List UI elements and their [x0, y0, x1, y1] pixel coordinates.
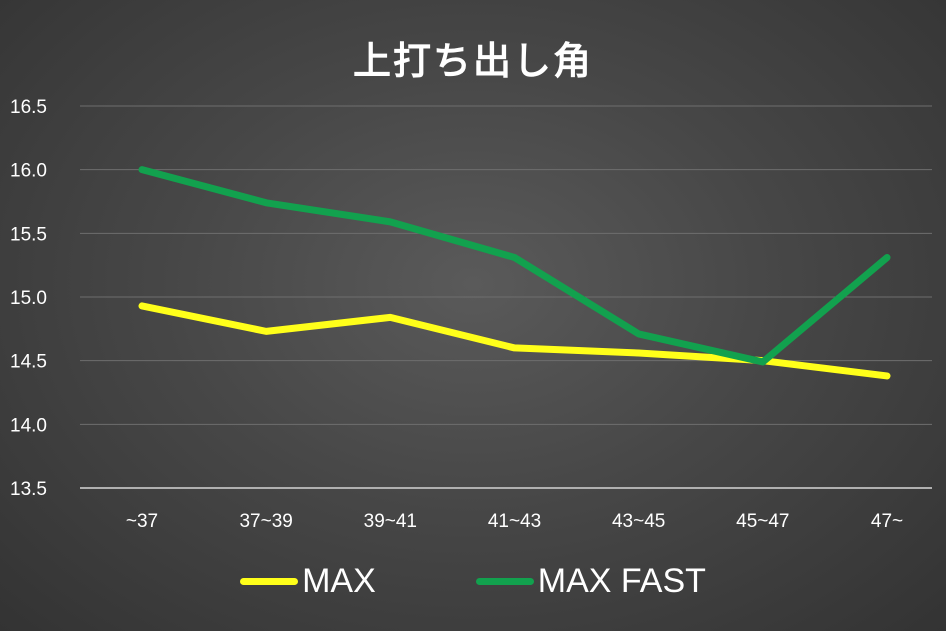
- legend: MAX MAX FAST: [0, 562, 946, 601]
- legend-label-max: MAX: [302, 562, 376, 600]
- y-tick-label: 16.5: [10, 97, 47, 118]
- y-tick-label: 14.0: [10, 415, 47, 436]
- series-line-max-fast: [138, 166, 891, 366]
- y-tick-label: 15.0: [10, 288, 47, 309]
- x-tick-label: ~37: [126, 511, 158, 532]
- x-tick-label: 47~: [871, 511, 903, 532]
- legend-item-max-fast: MAX FAST: [475, 562, 706, 601]
- x-tick-label: 41~43: [488, 511, 541, 532]
- legend-label-max-fast: MAX FAST: [537, 562, 706, 600]
- legend-swatch-max-fast: [475, 578, 534, 585]
- legend-swatch-max: [240, 578, 299, 585]
- x-tick-label: 45~47: [736, 511, 789, 532]
- y-tick-label: 13.5: [10, 479, 47, 500]
- y-tick-label: 16.0: [10, 161, 47, 182]
- legend-item-max: MAX: [240, 562, 376, 601]
- x-tick-label: 37~39: [239, 511, 292, 532]
- y-tick-label: 14.5: [10, 352, 47, 373]
- chart-title: 上打ち出し角: [352, 39, 593, 83]
- y-tick-label: 15.5: [10, 224, 47, 245]
- x-tick-label: 43~45: [612, 511, 665, 532]
- series-line-max: [138, 302, 891, 380]
- x-tick-label: 39~41: [364, 511, 417, 532]
